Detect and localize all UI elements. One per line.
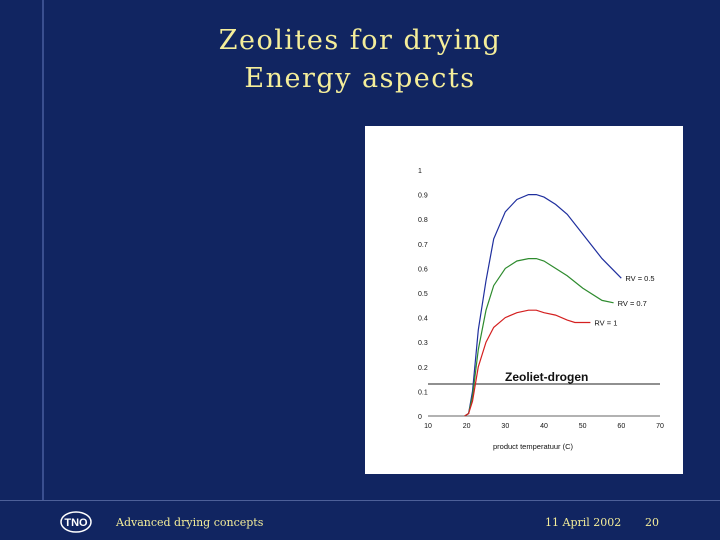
logo-text: TNO	[64, 517, 88, 529]
slide-title: Zeolites for drying Energy aspects	[0, 22, 720, 98]
axis-layer: 10 20 30 40 50 60 70 0 0.1 0.2 0.3 0.4 0.5 0.6 0.7 0.8 0…	[418, 168, 664, 430]
x-tick-label: 30	[501, 423, 509, 430]
y-tick-label: 0.7	[418, 242, 428, 249]
series-line-2	[464, 258, 614, 417]
y-tick-label: 0.6	[418, 266, 428, 273]
y-tick-label: 0.2	[418, 365, 428, 372]
series-label: RV = 0.5	[625, 274, 654, 283]
footer-date: 11 April 2002	[545, 516, 622, 529]
series-layer	[464, 193, 622, 417]
x-tick-label: 60	[617, 423, 625, 430]
line-chart: 10 20 30 40 50 60 70 0 0.1 0.2 0.3 0.4 0.5 0.6 0.7 0.8 0…	[418, 168, 664, 451]
y-tick-label: 0.5	[418, 291, 428, 298]
footer-divider	[0, 500, 720, 501]
x-tick-label: 10	[424, 423, 432, 430]
x-tick-label: 20	[463, 423, 471, 430]
x-axis-label: product temperatuur (C)	[493, 442, 574, 451]
chart-panel: 10 20 30 40 50 60 70 0 0.1 0.2 0.3 0.4 0.5 0.6 0.7 0.8 0…	[365, 126, 683, 474]
x-tick-label: 70	[656, 423, 664, 430]
series-line-3	[464, 309, 591, 417]
title-line-2: Energy aspects	[244, 63, 476, 94]
y-tick-label: 0.3	[418, 340, 428, 347]
tno-logo-icon: TNO	[60, 511, 92, 533]
label-layer: RV = 0.5 RV = 0.7 RV = 1	[594, 274, 654, 327]
y-tick-label: 0	[418, 414, 422, 421]
chart-title: Zeoliet-drogen	[505, 370, 588, 384]
series-label: RV = 0.7	[618, 299, 647, 308]
title-line-1: Zeolites for drying	[218, 25, 502, 56]
y-tick-label: 0.9	[418, 193, 428, 200]
series-line-1	[464, 193, 622, 417]
y-tick-label: 0.1	[418, 389, 428, 396]
left-accent-line	[42, 0, 44, 500]
footer-page-number: 20	[645, 516, 659, 529]
y-tick-label: 0.4	[418, 316, 428, 323]
x-tick-label: 40	[540, 423, 548, 430]
y-tick-label: 0.8	[418, 217, 428, 224]
x-tick-label: 50	[579, 423, 587, 430]
y-tick-label: 1	[418, 168, 422, 175]
footer-presentation-title: Advanced drying concepts	[116, 516, 264, 529]
series-label: RV = 1	[594, 319, 617, 328]
